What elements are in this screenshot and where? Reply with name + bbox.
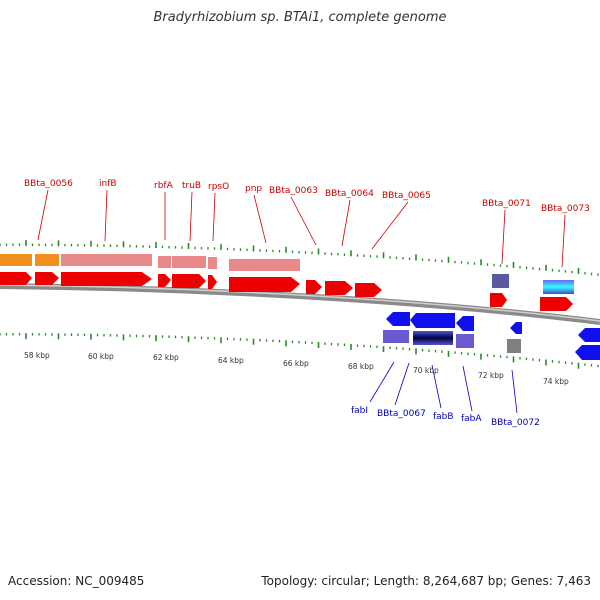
- scale-label: 68 kbp: [348, 362, 374, 371]
- forward-scale-ticks: [0, 240, 599, 276]
- feature-orange-block[interactable]: [35, 254, 59, 266]
- gene-label-forward[interactable]: BBta_0056: [24, 179, 73, 189]
- gene-label-forward[interactable]: BBta_0071: [482, 199, 531, 209]
- reverse-gene-arrow[interactable]: [386, 312, 410, 326]
- leader-line: [394, 362, 410, 406]
- gene-label-reverse[interactable]: fabB: [433, 412, 454, 422]
- forward-gene-arrow[interactable]: [158, 274, 171, 287]
- forward-gene-arrow[interactable]: [306, 280, 322, 294]
- gene-label-forward[interactable]: BBta_0063: [269, 186, 318, 196]
- leader-line: [189, 191, 193, 242]
- forward-gene-arrow[interactable]: [355, 283, 382, 297]
- forward-gene-arrow[interactable]: [172, 274, 206, 288]
- leader-line: [37, 189, 49, 241]
- leader-line: [212, 192, 216, 242]
- scale-label: 64 kbp: [218, 356, 244, 365]
- feature-orange-block[interactable]: [0, 254, 32, 266]
- accession-label: Accession: NC_009485: [8, 574, 145, 588]
- genome-backbone: [0, 283, 600, 325]
- gene-label-forward[interactable]: rpsO: [208, 182, 229, 192]
- forward-gene-arrow[interactable]: [35, 272, 59, 285]
- gene-label-forward[interactable]: rbfA: [154, 181, 174, 191]
- leader-line: [462, 365, 473, 412]
- gene-label-forward[interactable]: infB: [99, 179, 117, 189]
- feature-gradient-block[interactable]: [543, 280, 574, 294]
- leader-line: [511, 369, 518, 414]
- forward-gene-arrow[interactable]: [61, 272, 152, 286]
- feature-pink-block[interactable]: [172, 256, 206, 268]
- feature-gray-block[interactable]: [507, 339, 521, 353]
- reverse-scale-ticks: [0, 333, 599, 369]
- scale-label: 58 kbp: [24, 351, 50, 360]
- feature-slate-block[interactable]: [492, 274, 509, 288]
- gene-label-reverse[interactable]: fabA: [461, 414, 482, 424]
- gene-label-forward[interactable]: BBta_0073: [541, 204, 590, 214]
- feature-pink-block[interactable]: [208, 257, 217, 269]
- feature-lavender-block[interactable]: [456, 334, 474, 348]
- reverse-gene-arrow[interactable]: [575, 345, 600, 360]
- forward-gene-arrow[interactable]: [325, 281, 353, 295]
- leader-line: [104, 189, 108, 242]
- scale-label: 66 kbp: [283, 359, 309, 368]
- scale-label: 70 kbp: [413, 366, 439, 375]
- topology-summary: Topology: circular; Length: 8,264,687 bp…: [261, 574, 591, 588]
- gene-label-reverse[interactable]: fabI: [351, 406, 368, 416]
- forward-gene-arrow[interactable]: [229, 277, 300, 292]
- forward-gene-arrow[interactable]: [540, 297, 573, 311]
- leader-line: [253, 194, 267, 244]
- forward-gene-arrow[interactable]: [208, 275, 217, 289]
- forward-gene-arrow[interactable]: [0, 272, 32, 285]
- gene-label-forward[interactable]: pnp: [245, 184, 262, 194]
- scale-label: 72 kbp: [478, 371, 504, 380]
- forward-gene-arrow[interactable]: [490, 293, 507, 307]
- leader-line: [431, 364, 442, 409]
- leader-line: [369, 361, 395, 403]
- feature-lavender-block[interactable]: [383, 330, 409, 343]
- leader-line: [561, 214, 566, 268]
- reverse-gene-arrow[interactable]: [578, 328, 600, 342]
- leader-line: [501, 209, 506, 265]
- reverse-gene-arrow[interactable]: [456, 316, 474, 331]
- label-leader-lines: [37, 189, 566, 414]
- scale-label: 62 kbp: [153, 353, 179, 362]
- gene-label-forward[interactable]: BBta_0064: [325, 189, 374, 199]
- gene-label-forward[interactable]: truB: [182, 181, 201, 191]
- scale-label: 60 kbp: [88, 352, 114, 361]
- page-title: Bradyrhizobium sp. BTAi1, complete genom…: [153, 10, 447, 25]
- feature-pink-block[interactable]: [61, 254, 152, 266]
- leader-line: [341, 199, 351, 247]
- leader-line: [371, 201, 409, 250]
- feature-pink-block[interactable]: [229, 259, 300, 271]
- genome-backbone-highlight: [0, 284, 600, 322]
- feature-dark-block[interactable]: [413, 331, 453, 345]
- leader-line: [290, 196, 317, 246]
- gene-label-forward[interactable]: BBta_0065: [382, 191, 431, 201]
- gene-label-reverse[interactable]: BBta_0067: [377, 409, 426, 419]
- feature-pink-block[interactable]: [158, 256, 171, 268]
- reverse-gene-arrow[interactable]: [510, 322, 522, 334]
- gene-label-reverse[interactable]: BBta_0072: [491, 418, 540, 428]
- reverse-gene-arrow[interactable]: [410, 313, 455, 328]
- scale-label: 74 kbp: [543, 377, 569, 386]
